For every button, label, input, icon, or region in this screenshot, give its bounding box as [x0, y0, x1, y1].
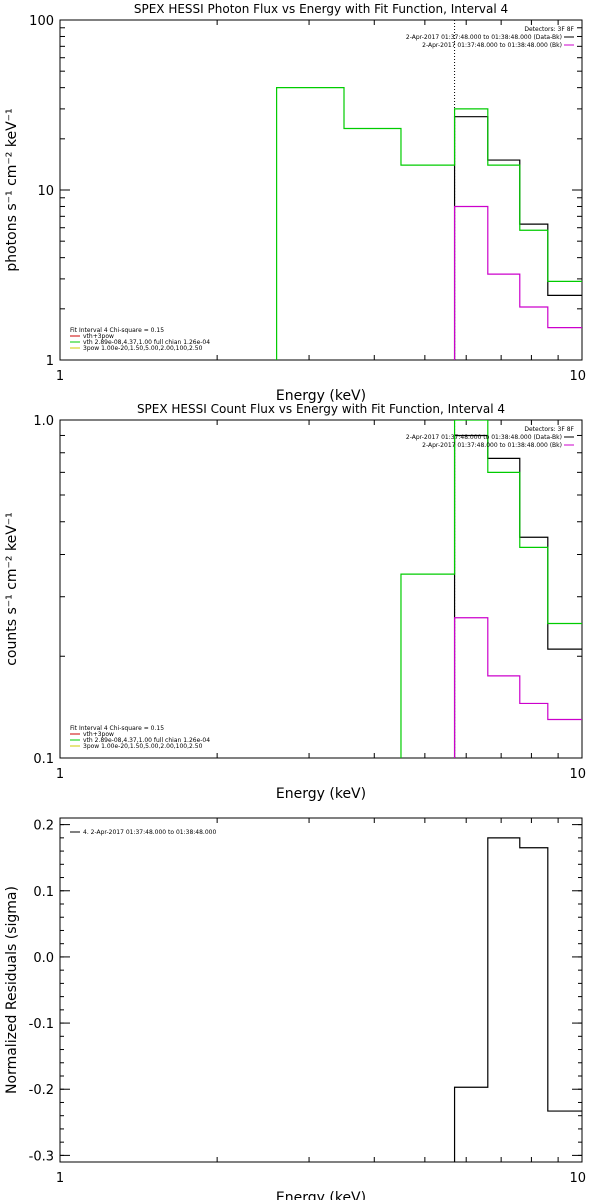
y-tick-label: 0.2 [33, 819, 54, 834]
plot-frame [59, 19, 583, 361]
legend-left-entry: vth+3pow [83, 333, 114, 340]
legend-right-header: Detectors: 3F 8F [524, 26, 574, 33]
y-tick-label: -0.3 [29, 1149, 54, 1164]
x-tick-label: 10 [569, 767, 586, 782]
y-tick-label: -0.1 [29, 1017, 54, 1032]
y-tick-label: 10 [37, 184, 54, 199]
y-tick-label: 0.0 [33, 951, 54, 966]
chart-title: SPEX HESSI Photon Flux vs Energy with Fi… [134, 2, 508, 16]
plot-frame [59, 419, 583, 759]
legend-right-entry: 2-Apr-2017 01:37:48.000 to 01:38:48.000 … [422, 42, 562, 49]
legend-right-entry: 2-Apr-2017 01:37:48.000 to 01:38:48.000 … [422, 442, 562, 449]
x-tick-label: 10 [569, 369, 586, 384]
y-axis-label: Normalized Residuals (sigma) [4, 886, 20, 1094]
series-1-line [453, 837, 582, 1162]
x-axis-label: Energy (keV) [276, 388, 366, 404]
legend-left-entry: vth 2.89e-08,4.37,1.00 full chian 1.26e-… [83, 737, 210, 744]
y-tick-label: 1.0 [33, 414, 54, 429]
legend-left-entry: vth+3pow [83, 731, 114, 738]
x-tick-label: 1 [56, 369, 64, 384]
y-tick-label: 0.1 [33, 752, 54, 767]
series-group [400, 420, 582, 758]
y-tick-label: 1 [46, 354, 54, 369]
legend-left-header: Fit Interval 4 Chi-square = 0.15 [70, 327, 164, 334]
legend-left-entry: 4. 2-Apr-2017 01:37:48.000 to 01:38:48.0… [83, 829, 216, 836]
series-3-line [453, 205, 582, 360]
y-axis-label: photons s⁻¹ cm⁻² keV⁻¹ [4, 108, 20, 271]
series-group [276, 87, 582, 360]
legend-right-entry: 2-Apr-2017 01:37:48.000 to 01:38:48.000 … [406, 34, 562, 41]
chart-panel-1: SPEX HESSI Photon Flux vs Energy with Fi… [4, 2, 586, 404]
legend-left-entry: vth 2.89e-08,4.37,1.00 full chian 1.26e-… [83, 339, 210, 346]
series-2-line [276, 87, 582, 360]
series-1-line [453, 434, 582, 758]
chart-panel-2: SPEX HESSI Count Flux vs Energy with Fit… [4, 402, 586, 802]
x-tick-label: 1 [56, 1171, 64, 1186]
legend-left-entry: 3pow 1.00e-20,1.50,5.00,2.00,100,2.50 [83, 743, 203, 750]
chart-title: SPEX HESSI Count Flux vs Energy with Fit… [137, 402, 505, 416]
x-tick-label: 1 [56, 767, 64, 782]
series-1-line [453, 116, 582, 360]
x-tick-label: 10 [569, 1171, 586, 1186]
y-tick-label: -0.2 [29, 1083, 54, 1098]
legend-right-entry: 2-Apr-2017 01:37:48.000 to 01:38:48.000 … [406, 434, 562, 441]
chart-panel-3: 1 10 Energy (keV) 0.2 0.1 0.0 -0.1 -0.2 -0.3 Norm… [4, 817, 586, 1200]
y-tick-label: 0.1 [33, 885, 54, 900]
series-3-line [453, 617, 582, 758]
series-group [453, 837, 582, 1162]
y-tick-label: 100 [29, 14, 54, 29]
y-axis-label: counts s⁻¹ cm⁻² keV⁻¹ [4, 512, 20, 666]
x-axis-label: Energy (keV) [276, 1190, 366, 1200]
legend-right-header: Detectors: 3F 8F [524, 426, 574, 433]
x-axis-label: Energy (keV) [276, 786, 366, 802]
legend-left-header: Fit Interval 4 Chi-square = 0.15 [70, 725, 164, 732]
plot-frame [59, 817, 583, 1163]
legend-left-entry: 3pow 1.00e-20,1.50,5.00,2.00,100,2.50 [83, 345, 203, 352]
series-2-line [400, 420, 582, 758]
